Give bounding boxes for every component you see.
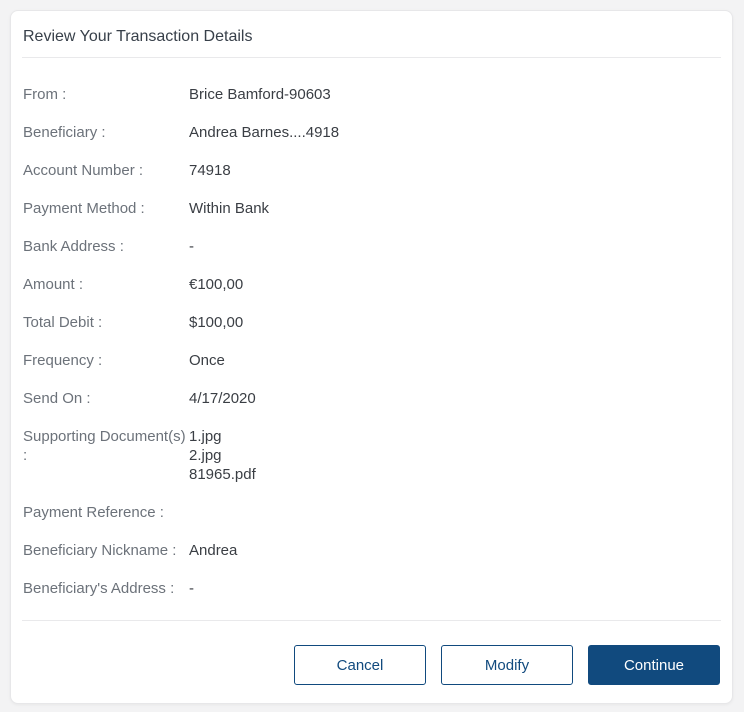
field-label: Account Number :: [23, 162, 144, 179]
field-label: Amount :: [23, 276, 84, 293]
field-row-frequency: Frequency : Once: [23, 351, 720, 370]
field-row-from: From : Brice Bamford-90603: [23, 85, 720, 104]
cancel-button[interactable]: Cancel: [294, 645, 426, 685]
field-label: Frequency :: [23, 352, 103, 369]
field-value: 74918: [189, 162, 231, 179]
field-value: $100,00: [189, 314, 244, 331]
field-value: -: [189, 238, 194, 255]
field-label: Beneficiary Nickname :: [23, 542, 177, 559]
field-label: Beneficiary's Address :: [23, 580, 175, 597]
field-label: Beneficiary :: [23, 124, 106, 141]
field-value: Andrea: [189, 542, 238, 559]
field-row-supporting-documents: Supporting Document(s) : 1.jpg 2.jpg 819…: [23, 427, 720, 484]
transaction-details-list: From : Brice Bamford-90603 Beneficiary :…: [11, 58, 732, 620]
page-title: Review Your Transaction Details: [23, 28, 253, 45]
field-label: Bank Address :: [23, 238, 124, 255]
field-label: Send On :: [23, 390, 91, 407]
modify-button[interactable]: Modify: [441, 645, 573, 685]
card-header: Review Your Transaction Details: [22, 11, 721, 58]
field-row-beneficiary-address: Beneficiary's Address : -: [23, 579, 720, 598]
field-row-beneficiary: Beneficiary : Andrea Barnes....4918: [23, 123, 720, 142]
field-row-amount: Amount : €100,00: [23, 275, 720, 294]
transaction-review-card: Review Your Transaction Details From : B…: [10, 10, 733, 704]
field-value-document-list: 1.jpg 2.jpg 81965.pdf: [189, 428, 256, 483]
field-row-payment-reference: Payment Reference :: [23, 503, 720, 522]
field-value: 4/17/2020: [189, 390, 256, 407]
field-label: From :: [23, 86, 67, 103]
field-value: Brice Bamford-90603: [189, 86, 331, 103]
field-row-payment-method: Payment Method : Within Bank: [23, 199, 720, 218]
continue-button[interactable]: Continue: [588, 645, 720, 685]
field-label: Payment Method :: [23, 200, 145, 217]
field-row-account-number: Account Number : 74918: [23, 161, 720, 180]
field-value: -: [189, 580, 194, 597]
field-row-bank-address: Bank Address : -: [23, 237, 720, 256]
field-value: €100,00: [189, 276, 244, 293]
field-row-beneficiary-nickname: Beneficiary Nickname : Andrea: [23, 541, 720, 560]
field-value: Within Bank: [189, 200, 270, 217]
action-bar: Cancel Modify Continue: [22, 620, 721, 703]
field-row-send-on: Send On : 4/17/2020: [23, 389, 720, 408]
field-row-total-debit: Total Debit : $100,00: [23, 313, 720, 332]
field-value: Once: [189, 352, 225, 369]
field-label: Total Debit :: [23, 314, 103, 331]
field-label: Payment Reference :: [23, 504, 164, 521]
field-value: Andrea Barnes....4918: [189, 124, 340, 141]
field-label: Supporting Document(s) :: [23, 428, 186, 464]
